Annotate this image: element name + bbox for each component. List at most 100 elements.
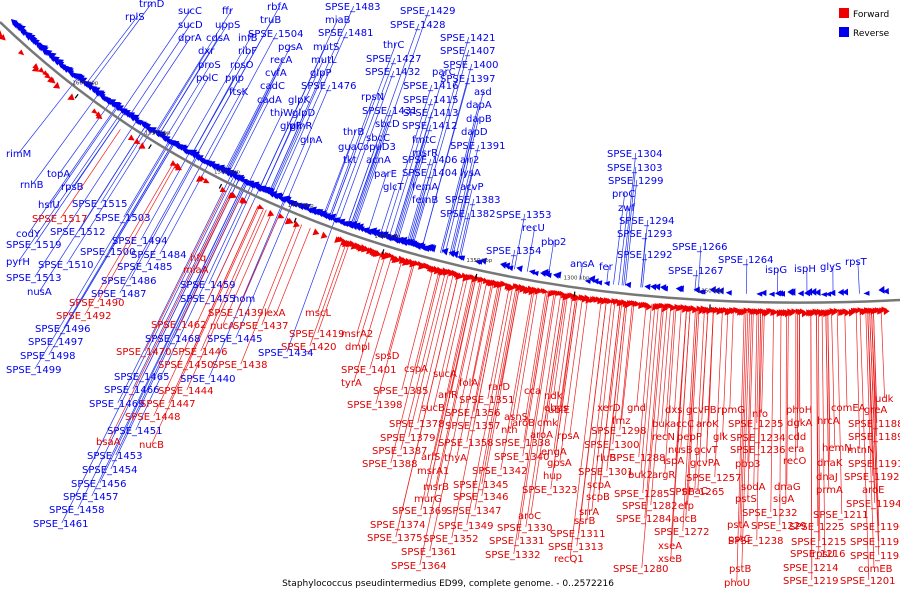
leader-line	[857, 260, 860, 294]
forward-gene-label: SPSE_1517	[32, 214, 88, 225]
forward-gene-arrow	[374, 249, 382, 257]
reverse-gene-label: SPSE_1303	[607, 163, 663, 174]
forward-gene-label: recN	[652, 432, 675, 443]
forward-gene-label: SPSE_1215	[791, 537, 847, 548]
leader-line	[168, 205, 259, 404]
leader-line	[452, 171, 474, 256]
tick-label: 1350 kbp	[466, 258, 492, 264]
reverse-gene-label: SPSE_1504	[248, 29, 304, 40]
reverse-gene-arrow	[596, 280, 603, 286]
forward-gene-label: aroK	[696, 419, 719, 430]
forward-gene-arrow	[240, 197, 248, 204]
reverse-gene-label: SPSE_1458	[49, 505, 105, 516]
forward-gene-label: SPSE_1352	[423, 534, 479, 545]
forward-gene-label: accB	[673, 514, 697, 525]
reverse-gene-label: asd	[474, 87, 492, 98]
reverse-gene-arrow	[650, 283, 657, 291]
forward-gene-label: srrA	[579, 507, 599, 518]
reverse-gene-label: topA	[47, 169, 70, 180]
reverse-gene-label: fer	[599, 262, 614, 273]
reverse-gene-arrow	[528, 269, 536, 276]
leader-line	[530, 293, 565, 516]
reverse-gene-arrow	[370, 227, 378, 236]
reverse-gene-arrow	[584, 278, 591, 285]
leader-line	[481, 286, 520, 497]
forward-gene-label: SPSE_1444	[158, 386, 214, 397]
leader-line	[859, 309, 870, 581]
reverse-gene-label: SPSE_1391	[450, 141, 506, 152]
leader-line	[786, 310, 789, 487]
forward-gene-arrow	[574, 294, 581, 302]
reverse-gene-arrow	[532, 271, 539, 277]
leader-line	[869, 309, 880, 556]
reverse-gene-label: SPSE_1487	[91, 289, 147, 300]
forward-gene-label: hrcA	[817, 416, 840, 427]
reverse-gene-label: SPSE_1406	[402, 155, 458, 166]
leader-line	[388, 98, 433, 239]
forward-gene-label: greA	[864, 405, 887, 416]
forward-gene-label: gpsA	[547, 458, 572, 469]
forward-gene-arrow	[18, 49, 25, 56]
leader-line	[440, 103, 480, 253]
forward-gene-label: SPSE_1300	[584, 440, 640, 451]
reverse-gene-label: dxr	[198, 46, 215, 57]
reverse-gene-label: SPSE_1445	[207, 334, 263, 345]
leader-line	[664, 306, 675, 437]
leader-line	[613, 192, 626, 285]
reverse-gene-label: SPSE_1510	[38, 260, 94, 271]
leader-line	[390, 269, 440, 464]
forward-gene-label: rarD	[488, 382, 510, 393]
leader-line	[523, 291, 548, 443]
forward-gene-label: phoH	[786, 405, 812, 416]
reverse-gene-label: dapA	[466, 100, 492, 111]
forward-gene-arrow	[292, 220, 300, 228]
reverse-gene-label: SPSE_1429	[400, 6, 456, 17]
reverse-gene-label: glnR	[290, 121, 312, 132]
reverse-gene-label: pyrH	[6, 257, 30, 268]
leader-line	[429, 280, 488, 552]
reverse-gene-label: SPSE_1292	[617, 250, 673, 261]
reverse-gene-label: SPSE_1415	[403, 95, 459, 106]
tick-mark	[148, 144, 152, 150]
forward-gene-label: SPSE_1356	[445, 408, 501, 419]
forward-gene-arrow	[48, 77, 56, 84]
forward-gene-arrow	[772, 308, 779, 316]
reverse-gene-label: hslU	[38, 200, 60, 211]
reverse-gene-label: tkt	[343, 155, 357, 166]
leader-line	[200, 208, 264, 352]
leader-line	[736, 309, 745, 583]
leader-line	[458, 212, 470, 258]
forward-gene-label: SPSE_1216	[790, 549, 846, 560]
genome-backbone-arc	[0, 21, 900, 304]
reverse-gene-arrow	[284, 196, 292, 204]
leader-line	[309, 241, 348, 347]
leader-line	[606, 301, 626, 472]
leader-line	[135, 36, 192, 121]
reverse-gene-label: SPSE_1440	[180, 374, 236, 385]
forward-gene-arrow	[670, 304, 677, 312]
leader-line	[317, 242, 351, 334]
reverse-gene-label: SPSE_1293	[617, 229, 673, 240]
reverse-gene-arrow	[303, 203, 311, 212]
reverse-gene-arrow	[661, 285, 669, 292]
leader-line	[32, 94, 99, 185]
reverse-gene-label: SPSE_1456	[71, 479, 127, 490]
reverse-gene-arrow	[806, 287, 813, 296]
leader-line	[625, 179, 638, 286]
reverse-gene-label: SPSE_1476	[301, 81, 357, 92]
forward-gene-label: SPSE_1462	[151, 320, 207, 331]
forward-gene-label: rluB	[596, 453, 616, 464]
forward-gene-arrow	[393, 255, 401, 264]
forward-gene-label: SPSE_1323	[522, 485, 578, 496]
leader-line	[650, 305, 668, 506]
forward-gene-arrow	[198, 175, 206, 181]
reverse-gene-label: parE	[374, 169, 397, 180]
reverse-gene-label: ansA	[570, 259, 595, 270]
leader-line	[694, 269, 698, 292]
forward-gene-label: aroB	[512, 418, 535, 429]
leader-line	[18, 110, 123, 262]
leader-line	[687, 307, 700, 506]
tick-label: 1600 kbp	[72, 81, 98, 87]
reverse-gene-arrow	[810, 287, 817, 296]
leader-line	[825, 310, 830, 490]
